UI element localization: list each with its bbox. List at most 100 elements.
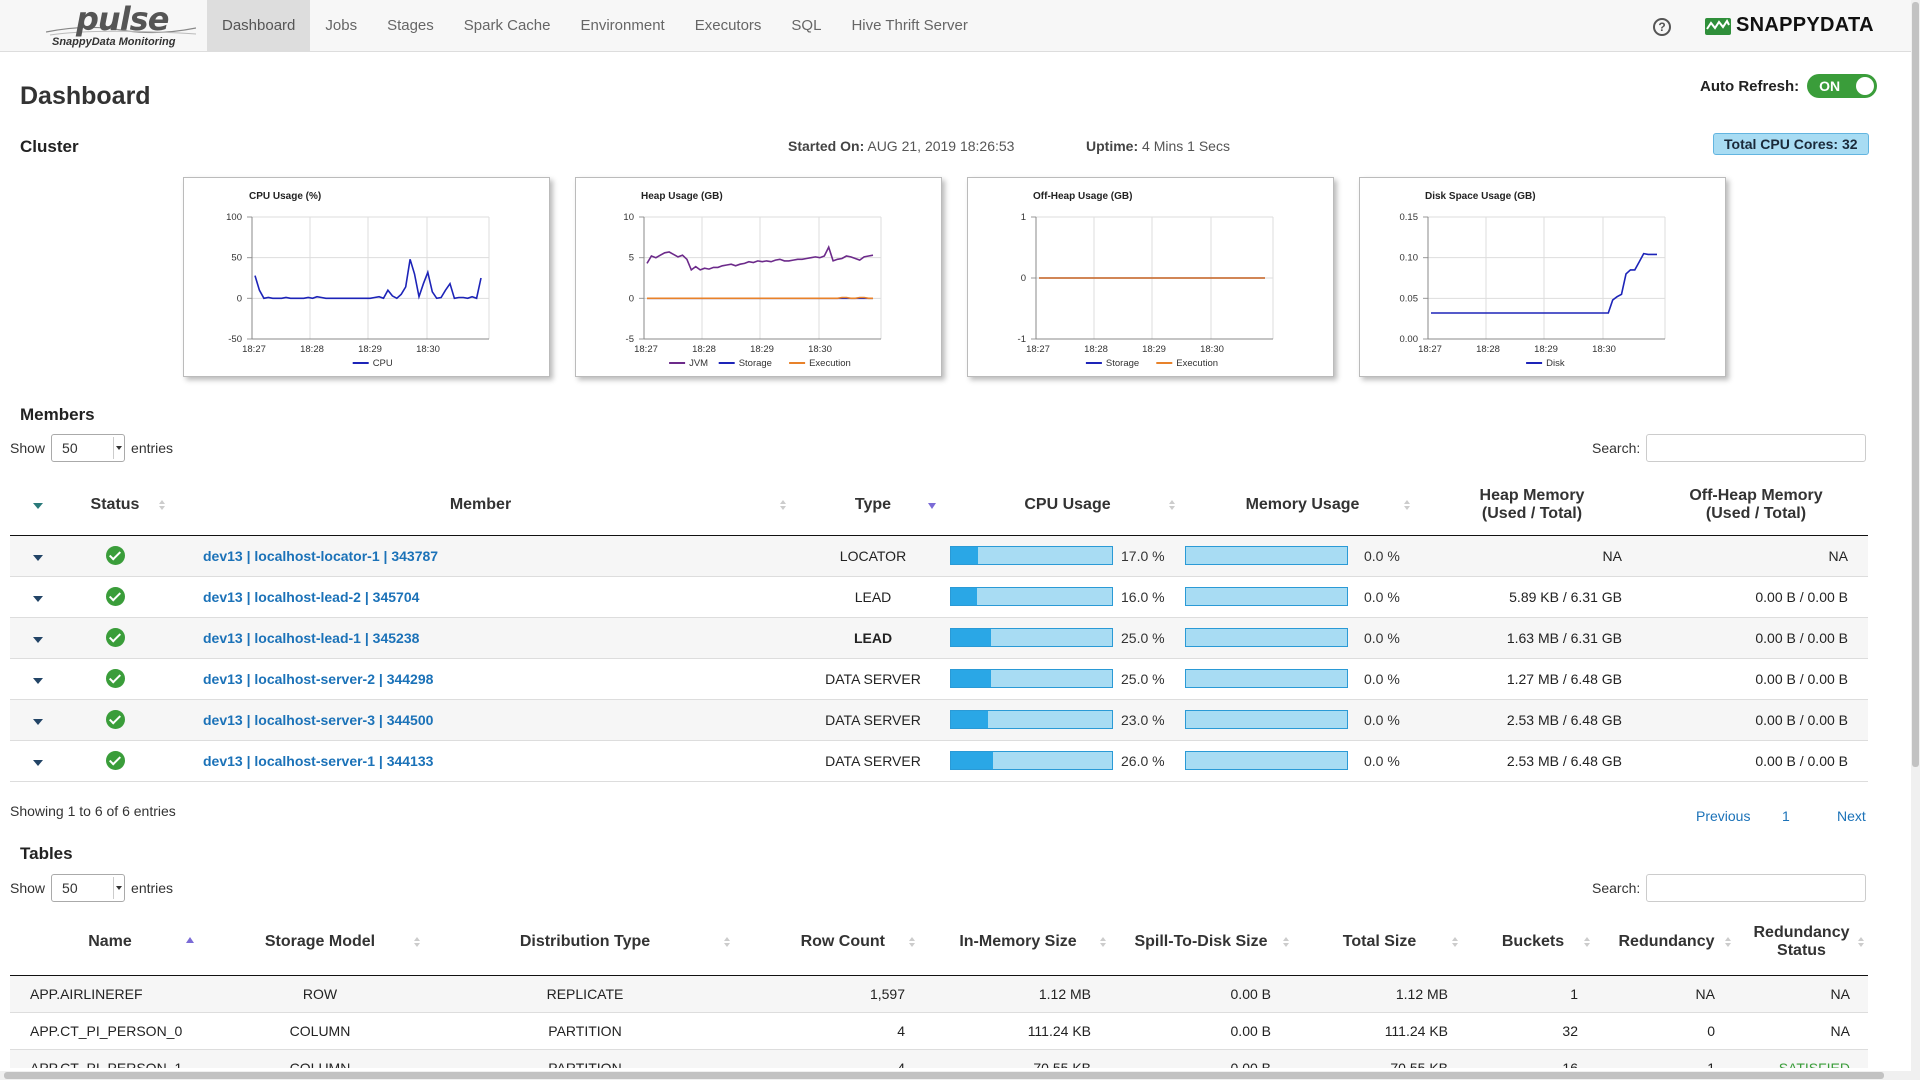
col-type[interactable]: Type xyxy=(796,475,950,536)
tables-search-input[interactable] xyxy=(1646,874,1867,902)
chart-title: Off-Heap Usage (GB) xyxy=(1033,191,1132,202)
col-total-size[interactable]: Total Size xyxy=(1291,910,1468,976)
table-row[interactable]: APP.AIRLINEREF ROW REPLICATE 1,597 1.12 MB 0.… xyxy=(10,975,1868,1013)
sort-icon xyxy=(909,937,915,948)
vertical-scroll-thumb[interactable] xyxy=(1912,2,1919,767)
row-offheap-memory: 0.00 B / 0.00 B xyxy=(1644,617,1868,659)
vertical-scrollbar[interactable] xyxy=(1911,0,1920,1080)
sort-icon xyxy=(1452,937,1458,948)
auto-refresh-toggle[interactable]: ON xyxy=(1807,74,1878,98)
tab-sql[interactable]: SQL xyxy=(791,17,822,34)
page-1-button[interactable]: 1 xyxy=(1782,808,1790,824)
tab-executors[interactable]: Executors xyxy=(694,17,762,34)
row-cpu-usage: 25.0 % xyxy=(950,617,1185,659)
toggle-state: ON xyxy=(1819,78,1841,94)
col-redundancy-label: Redundancy xyxy=(1618,933,1715,951)
col-status[interactable]: Status xyxy=(65,475,165,536)
members-search-input[interactable] xyxy=(1646,434,1867,462)
cell-spill-to-disk-size: 0.00 B xyxy=(1111,1049,1291,1068)
col-offheap-memory[interactable]: Off-Heap Memory (Used / Total) xyxy=(1644,475,1868,536)
col-row-count[interactable]: Row Count xyxy=(740,910,925,976)
row-memory-usage: 0.0 % xyxy=(1185,535,1420,577)
member-link[interactable]: dev13 | localhost-locator-1 | 343787 xyxy=(203,547,439,564)
horizontal-scroll-thumb[interactable] xyxy=(4,1072,1884,1079)
table-row[interactable]: APP.CT_PI_PERSON_0 COLUMN PARTITION 4 111.24… xyxy=(10,1012,1868,1050)
member-row: dev13 | localhost-lead-2 | 345704 LEAD 16.… xyxy=(10,576,1868,618)
pulse-logo[interactable]: pulse SnappyData Monitoring xyxy=(40,0,200,50)
col-row-count-label: Row Count xyxy=(800,933,885,951)
row-type: DATA SERVER xyxy=(796,658,950,700)
col-status-label: Status xyxy=(90,495,140,513)
col-member[interactable]: Member xyxy=(165,475,796,536)
member-link[interactable]: dev13 | localhost-lead-1 | 345238 xyxy=(203,629,420,646)
row-member: dev13 | localhost-server-3 | 344500 xyxy=(165,699,796,741)
expand-all-header[interactable] xyxy=(10,475,65,536)
row-expand[interactable] xyxy=(10,535,65,577)
col-heap-memory[interactable]: Heap Memory (Used / Total) xyxy=(1420,475,1644,536)
tab-stages[interactable]: Stages xyxy=(387,17,434,34)
row-type: DATA SERVER xyxy=(796,740,950,782)
sort-icon xyxy=(1169,499,1175,510)
row-expand[interactable] xyxy=(10,576,65,618)
col-distribution-type[interactable]: Distribution Type xyxy=(430,910,740,976)
members-page-size-select[interactable]: 50 xyxy=(51,434,126,462)
next-page-button[interactable]: Next xyxy=(1837,808,1866,824)
row-offheap-memory: 0.00 B / 0.00 B xyxy=(1644,740,1868,782)
tables-scroll-area: Name Storage Model Distribution Type Row… xyxy=(0,910,1911,1068)
col-memory-usage[interactable]: Memory Usage xyxy=(1185,475,1420,536)
horizontal-scrollbar[interactable] xyxy=(0,1071,1911,1080)
page-title: Dashboard xyxy=(20,82,151,110)
table-row[interactable]: APP.CT_PI_PERSON_1 COLUMN PARTITION 4 70.55 … xyxy=(10,1049,1868,1068)
row-status xyxy=(65,576,165,618)
cell-spill-to-disk-size: 0.00 B xyxy=(1111,975,1291,1013)
x-tick-label: 18:30 xyxy=(1592,344,1616,355)
cluster-section-title: Cluster xyxy=(20,137,79,156)
disk-usage-chart: Disk Space Usage (GB) 0.15 0.10 0.05 0.00 18:… xyxy=(1359,177,1726,377)
col-buckets[interactable]: Buckets xyxy=(1468,910,1598,976)
sort-icon xyxy=(1858,937,1864,948)
y-tick-label: 1 xyxy=(1021,212,1026,223)
tab-environment[interactable]: Environment xyxy=(580,17,665,34)
tables-page-size-select[interactable]: 50 xyxy=(51,874,126,902)
row-member: dev13 | localhost-lead-2 | 345704 xyxy=(165,576,796,618)
cell-storage-model: COLUMN xyxy=(210,1049,430,1068)
row-expand[interactable] xyxy=(10,740,65,782)
help-icon[interactable]: ? xyxy=(1653,18,1671,36)
cell-in-memory-size: 111.24 KB xyxy=(925,1012,1111,1050)
col-name[interactable]: Name xyxy=(10,910,210,976)
member-link[interactable]: dev13 | localhost-server-3 | 344500 xyxy=(203,711,434,728)
tab-spark-cache[interactable]: Spark Cache xyxy=(463,17,551,34)
col-redundancy[interactable]: Redundancy xyxy=(1598,910,1735,976)
col-in-memory-size[interactable]: In-Memory Size xyxy=(925,910,1111,976)
tab-jobs[interactable]: Jobs xyxy=(325,17,358,34)
col-cpu-usage[interactable]: CPU Usage xyxy=(950,475,1185,536)
member-link[interactable]: dev13 | localhost-server-2 | 344298 xyxy=(203,670,434,687)
tab-dashboard[interactable]: Dashboard xyxy=(207,0,311,52)
prev-page-button[interactable]: Previous xyxy=(1696,808,1751,824)
col-redundancy-status[interactable]: Redundancy Status xyxy=(1735,910,1868,976)
member-link[interactable]: dev13 | localhost-lead-2 | 345704 xyxy=(203,588,420,605)
memory-usage-text: 0.0 % xyxy=(1364,588,1400,605)
col-distribution-label: Distribution Type xyxy=(519,933,651,951)
x-tick-label: 18:29 xyxy=(358,344,382,355)
member-link[interactable]: dev13 | localhost-server-1 | 344133 xyxy=(203,752,434,769)
cell-in-memory-size: 70.55 KB xyxy=(925,1049,1111,1068)
auto-refresh-label: Auto Refresh: xyxy=(1700,77,1800,95)
row-expand[interactable] xyxy=(10,658,65,700)
tables-search: Search: xyxy=(1592,874,1867,902)
row-expand[interactable] xyxy=(10,699,65,741)
col-storage-model[interactable]: Storage Model xyxy=(210,910,430,976)
cell-redundancy: NA xyxy=(1598,975,1735,1013)
tab-hive-thrift-server[interactable]: Hive Thrift Server xyxy=(851,17,968,34)
heap-usage-chart: Heap Usage (GB) 10 5 0 -5 18:27 18:28 18:29 18:3… xyxy=(575,177,942,377)
series-line-jvm xyxy=(646,244,874,272)
col-spill-to-disk-size[interactable]: Spill-To-Disk Size xyxy=(1111,910,1291,976)
row-offheap-memory: 0.00 B / 0.00 B xyxy=(1644,699,1868,741)
cpu-usage-bar xyxy=(950,587,1113,606)
col-name-label: Name xyxy=(88,933,132,951)
snappydata-logo-icon xyxy=(1705,17,1731,35)
y-tick-label: 0.10 xyxy=(1400,253,1419,264)
sort-icon xyxy=(1404,499,1410,510)
row-expand[interactable] xyxy=(10,617,65,659)
snappydata-brand[interactable]: SNAPPYDATA xyxy=(1704,14,1874,37)
